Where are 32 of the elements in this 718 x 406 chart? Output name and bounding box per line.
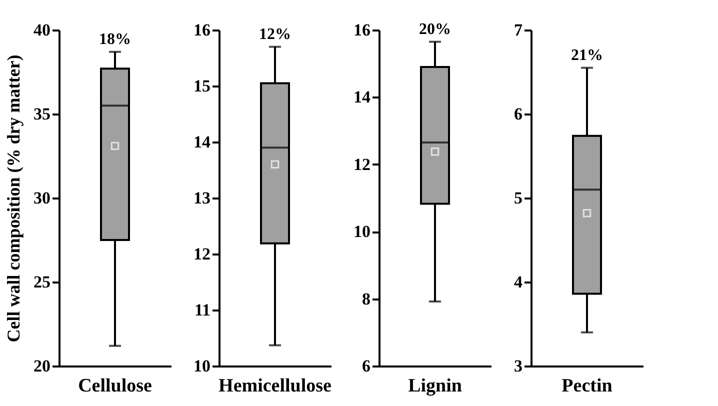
y-tick-label: 14: [354, 88, 371, 107]
x-tick-label: Lignin: [408, 376, 462, 396]
y-tick-label: 40: [34, 20, 50, 40]
y-tick-label: 12: [354, 154, 370, 174]
x-tick-label: Pectin: [562, 376, 613, 396]
y-tick-label: 25: [34, 272, 50, 292]
y-tick-label: 4: [514, 272, 523, 292]
y-tick-label: 14: [194, 132, 211, 152]
y-tick-label: 7: [514, 20, 523, 40]
y-tick-label: 10: [354, 222, 370, 242]
y-tick-label: 13: [194, 188, 210, 208]
y-tick-label: 15: [194, 76, 210, 96]
y-axis-title: Cell wall composition (% dry matter): [4, 54, 24, 342]
x-tick-label: Cellulose: [78, 376, 152, 396]
y-tick-label: 16: [354, 20, 370, 40]
annotation: 21%: [571, 46, 603, 64]
y-tick-label: 20: [34, 356, 50, 376]
y-tick-label: 35: [34, 104, 50, 124]
y-tick-label: 10: [194, 356, 210, 376]
y-tick-label: 6: [362, 356, 370, 376]
annotation: 20%: [419, 20, 451, 38]
y-tick-label: 12: [194, 244, 210, 264]
annotation: 18%: [99, 30, 131, 48]
x-tick-label: Hemicellulose: [218, 376, 332, 396]
y-tick-label: 8: [362, 289, 370, 308]
y-tick-label: 16: [194, 20, 210, 40]
annotation: 12%: [259, 26, 291, 43]
y-tick-label: 6: [514, 104, 522, 124]
y-tick-label: 3: [514, 356, 522, 376]
y-tick-label: 5: [514, 188, 522, 208]
y-tick-label: 30: [34, 188, 50, 208]
y-tick-label: 11: [194, 300, 210, 320]
